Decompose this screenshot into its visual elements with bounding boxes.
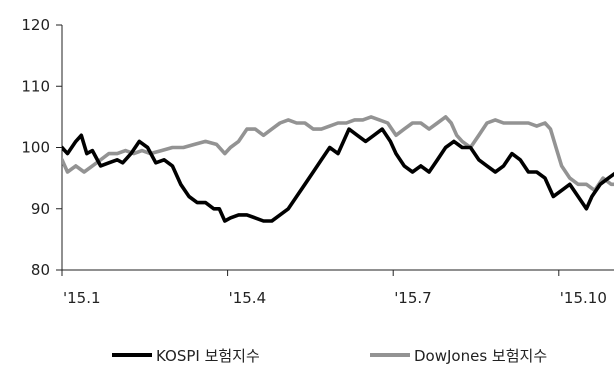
x-tick-label: '15.4 [229, 289, 267, 307]
y-tick-label: 110 [21, 77, 50, 95]
y-tick-label: 100 [21, 139, 50, 157]
legend-label-dowjones: DowJones 보험지수 [414, 346, 548, 365]
legend-swatch-kospi [112, 353, 152, 357]
x-tick-label: '15.7 [394, 289, 432, 307]
x-tick-label: '15.10 [560, 289, 607, 307]
legend-kospi: KOSPI 보험지수 [112, 343, 260, 367]
legend-dowjones: DowJones 보험지수 [370, 343, 547, 367]
legend-label-kospi: KOSPI 보험지수 [156, 346, 260, 365]
x-tick-label: '15.1 [63, 289, 101, 307]
y-tick-label: 120 [21, 16, 50, 34]
y-tick-label: 90 [31, 200, 50, 218]
series-line-dowjones [62, 115, 614, 193]
series-line-kospi [62, 127, 614, 223]
legend-swatch-dowjones [370, 353, 410, 357]
y-tick-label: 80 [31, 261, 50, 279]
